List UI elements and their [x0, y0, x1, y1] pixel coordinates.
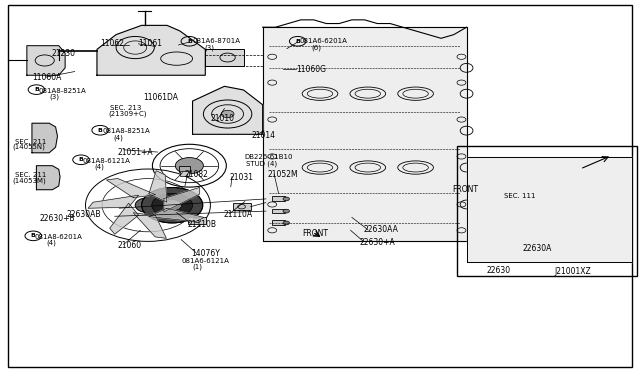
Polygon shape	[109, 203, 139, 234]
Circle shape	[141, 187, 203, 223]
Text: 11061DA: 11061DA	[143, 93, 178, 102]
Text: 21051+A: 21051+A	[117, 148, 153, 157]
Text: B: B	[34, 87, 39, 92]
Polygon shape	[133, 213, 166, 238]
Text: 21031: 21031	[230, 173, 253, 182]
Text: (3): (3)	[204, 44, 214, 51]
Bar	[470, 173, 618, 192]
Text: 22630: 22630	[487, 266, 511, 275]
Text: 081A8-8251A: 081A8-8251A	[38, 88, 86, 94]
Polygon shape	[149, 208, 204, 222]
Bar	[272, 220, 285, 225]
Text: 21230: 21230	[51, 49, 75, 58]
Circle shape	[163, 200, 182, 211]
Text: FRONT: FRONT	[302, 229, 328, 238]
Bar	[272, 196, 285, 201]
Bar	[470, 199, 618, 217]
Text: DB226-61B10: DB226-61B10	[245, 154, 293, 160]
Bar	[471, 203, 487, 210]
Text: 21052M: 21052M	[268, 170, 298, 179]
Circle shape	[135, 198, 161, 212]
Circle shape	[175, 158, 204, 174]
Text: 081A6-6121A: 081A6-6121A	[181, 257, 229, 264]
Bar	[471, 233, 487, 240]
Circle shape	[283, 197, 289, 201]
Polygon shape	[97, 25, 205, 75]
Text: 14076Y: 14076Y	[191, 249, 220, 258]
Bar	[457, 146, 637, 276]
Bar	[179, 166, 190, 172]
Circle shape	[221, 110, 234, 118]
Polygon shape	[262, 27, 467, 241]
Text: (3): (3)	[50, 94, 60, 100]
Text: 081A8-8251A: 081A8-8251A	[102, 128, 150, 134]
Polygon shape	[193, 86, 262, 134]
Text: SEC. 211: SEC. 211	[15, 172, 47, 178]
Text: SEC. 211: SEC. 211	[15, 139, 47, 145]
Text: 22630AB: 22630AB	[67, 210, 101, 219]
Text: (21309+C): (21309+C)	[108, 111, 147, 117]
Text: 11062: 11062	[100, 39, 124, 48]
Text: SEC. 213: SEC. 213	[109, 106, 141, 112]
Text: 21010: 21010	[211, 114, 234, 123]
Text: (6): (6)	[311, 44, 321, 51]
Text: 081A6-6201A: 081A6-6201A	[300, 38, 348, 44]
Text: B: B	[31, 233, 36, 238]
Text: 081A8-6121A: 081A8-6121A	[83, 158, 131, 164]
Text: (1): (1)	[193, 264, 202, 270]
Text: (14053M): (14053M)	[13, 177, 47, 184]
Text: J21001XZ: J21001XZ	[554, 267, 591, 276]
Text: 21082: 21082	[185, 170, 209, 179]
Text: 21110A: 21110A	[223, 210, 252, 219]
Text: 21060: 21060	[117, 241, 141, 250]
Bar	[205, 49, 244, 66]
Text: B: B	[295, 39, 300, 44]
Polygon shape	[106, 179, 156, 198]
Text: 21014: 21014	[251, 131, 275, 140]
Text: 081A8-6201A: 081A8-6201A	[35, 234, 83, 240]
Polygon shape	[32, 123, 58, 153]
Text: B: B	[98, 128, 102, 133]
Text: 22630+B: 22630+B	[40, 214, 76, 223]
Polygon shape	[36, 166, 60, 190]
Bar	[470, 225, 618, 243]
Text: SEC. 111: SEC. 111	[504, 193, 535, 199]
Bar	[180, 171, 189, 176]
Text: FRONT: FRONT	[452, 185, 479, 194]
Text: STUD (4): STUD (4)	[246, 160, 277, 167]
Circle shape	[283, 221, 289, 225]
Text: B: B	[79, 157, 83, 162]
Text: 11060A: 11060A	[32, 73, 61, 81]
Bar	[233, 203, 250, 210]
Text: (14055N): (14055N)	[13, 144, 45, 151]
Text: 22630+A: 22630+A	[360, 238, 396, 247]
Polygon shape	[149, 171, 167, 202]
Polygon shape	[467, 157, 632, 262]
Text: 22630AA: 22630AA	[364, 225, 398, 234]
Text: (4): (4)	[95, 164, 104, 170]
Text: 11060G: 11060G	[296, 65, 326, 74]
Text: (4): (4)	[113, 134, 124, 141]
Text: B: B	[187, 39, 192, 44]
Polygon shape	[88, 195, 139, 208]
Bar	[272, 209, 285, 213]
Circle shape	[283, 209, 289, 213]
Polygon shape	[164, 187, 200, 212]
Text: 21110B: 21110B	[188, 219, 216, 228]
Circle shape	[152, 193, 193, 217]
Text: 11061: 11061	[138, 39, 163, 48]
Text: 22630A: 22630A	[523, 244, 552, 253]
Bar	[188, 217, 206, 224]
Text: 081A6-8701A: 081A6-8701A	[193, 38, 241, 44]
Text: (4): (4)	[46, 240, 56, 247]
Polygon shape	[27, 46, 65, 75]
